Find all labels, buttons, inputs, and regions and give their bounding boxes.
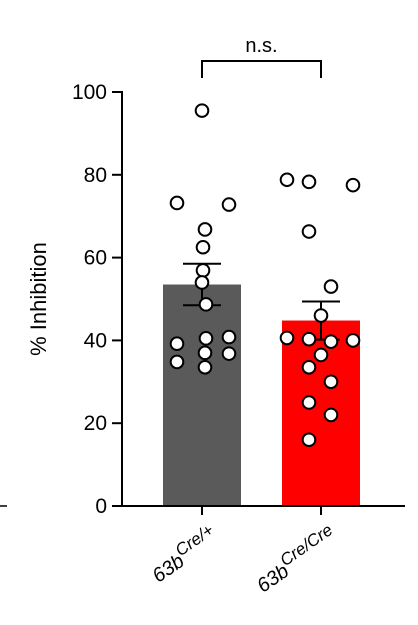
- data-point-1-14: [323, 407, 339, 423]
- data-point-1-12: [323, 374, 339, 390]
- y-tick-label-60: 60: [84, 247, 107, 270]
- y-axis-ticks: 0 20 40 60 80 100: [72, 81, 122, 518]
- data-point-0-10: [169, 336, 185, 352]
- y-tick-label-80: 80: [84, 164, 107, 187]
- data-point-1-4: [323, 279, 339, 294]
- data-point-0-5: [195, 263, 211, 278]
- data-point-0-6: [194, 275, 210, 290]
- data-point-0-3: [197, 222, 213, 237]
- y-tick-label-100: 100: [72, 81, 107, 104]
- data-point-0-14: [197, 360, 213, 375]
- data-point-0-12: [221, 346, 237, 361]
- data-point-1-8: [345, 333, 361, 348]
- data-point-0-2: [221, 197, 237, 212]
- y-tick-label-40: 40: [84, 329, 107, 352]
- data-point-1-6: [279, 330, 295, 346]
- data-point-0-7: [198, 297, 214, 312]
- y-axis-label: % Inhibition: [26, 242, 51, 356]
- data-point-0-4: [195, 239, 211, 255]
- data-point-1-11: [301, 360, 317, 375]
- data-point-1-13: [301, 395, 317, 410]
- data-point-1-9: [323, 334, 339, 349]
- data-point-0-0: [194, 103, 210, 118]
- category-label-sup-0: Cre/+: [172, 520, 217, 560]
- bar-0: [163, 284, 241, 506]
- y-tick-label-0: 0: [95, 495, 107, 518]
- data-point-1-2: [345, 177, 361, 193]
- data-point-0-13: [169, 354, 185, 370]
- significance-label: n.s.: [245, 35, 277, 57]
- data-point-1-15: [301, 432, 317, 448]
- category-label-0: 63bCre/+: [144, 520, 222, 587]
- significance-bracket-line: [201, 60, 322, 78]
- data-points-layer: [169, 103, 361, 448]
- data-point-1-10: [313, 347, 329, 363]
- data-point-1-3: [301, 224, 317, 239]
- category-label-sup-1: Cre/Cre: [276, 520, 336, 570]
- data-point-1-5: [313, 308, 329, 323]
- y-tick-label-20: 20: [84, 412, 107, 435]
- significance-bracket: n.s.: [201, 35, 322, 78]
- category-label-1: 63bCre/Cre: [249, 520, 342, 597]
- data-point-1-1: [301, 174, 317, 190]
- data-point-1-7: [301, 331, 317, 347]
- bars-layer: [163, 284, 360, 515]
- data-point-1-0: [279, 172, 295, 188]
- data-point-0-9: [198, 331, 214, 346]
- data-point-0-11: [197, 345, 213, 361]
- data-point-0-8: [221, 329, 237, 345]
- data-point-0-1: [169, 195, 185, 211]
- x-category-labels: 63bCre/+ 63bCre/Cre: [144, 520, 342, 597]
